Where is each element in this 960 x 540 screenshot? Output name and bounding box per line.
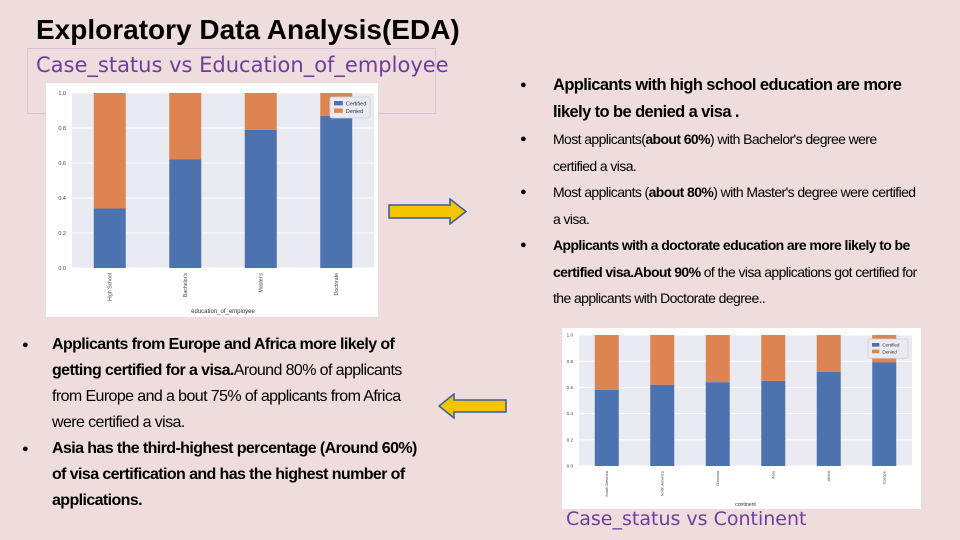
- bar-certified-oceania: [705, 382, 730, 466]
- y-tick-label: 0.6: [58, 161, 66, 167]
- left-arrow-icon: [438, 393, 507, 419]
- legend-label-certified: Certified: [346, 101, 366, 107]
- y-tick-label: 0.6: [567, 385, 574, 390]
- bar-certified-high-school: [93, 208, 126, 268]
- x-tick-label: Oceania: [715, 470, 720, 486]
- bar-denied-north-america: [650, 335, 675, 385]
- x-tick-label: Asia: [771, 470, 776, 479]
- x-tick-label: Doctorate: [334, 273, 340, 296]
- education-chart: 0.0 0.2 0.4 0.6 0.8 1.0 High School Bachelor's M…: [46, 83, 378, 317]
- bar-denied-master-s: [244, 93, 277, 130]
- legend-swatch-certified: [334, 101, 343, 106]
- bar-denied-africa: [816, 335, 841, 372]
- bar-denied-asia: [761, 335, 786, 381]
- bar-certified-africa: [816, 371, 841, 466]
- x-tick-label: Bachelor's: [183, 273, 189, 297]
- education-stacked-bar-chart: 0.0 0.2 0.4 0.6 0.8 1.0 High School Bachelor's M…: [58, 91, 374, 315]
- y-tick-label: 0.0: [58, 266, 66, 272]
- x-tick-label: South America: [604, 470, 609, 497]
- x-axis-label: continent: [735, 502, 756, 508]
- y-tick-label: 0.8: [58, 126, 66, 132]
- legend-swatch-certified: [872, 343, 880, 347]
- y-tick-label: 0.2: [567, 437, 574, 442]
- bar-denied-oceania: [705, 335, 730, 383]
- bar-certified-asia: [761, 380, 786, 466]
- y-tick-label: 0.4: [58, 196, 66, 202]
- bar-denied-south-america: [594, 335, 619, 391]
- continent-note-2: Asia has the third-highest percentage (A…: [22, 436, 427, 514]
- education-note-1: Applicants with high school education ar…: [520, 72, 920, 126]
- legend-swatch-denied: [872, 349, 880, 354]
- education-note-4: Applicants with a doctorate education ar…: [520, 232, 920, 312]
- education-note-3: Most applicants (about 80%) with Master'…: [520, 179, 920, 232]
- x-tick-label: Africa: [826, 470, 831, 481]
- education-note-2: Most applicants(about 60%) with Bachelor…: [520, 126, 920, 179]
- education-notes-list: Applicants with high school education ar…: [520, 72, 920, 312]
- continent-chart: 0.0 0.2 0.4 0.6 0.8 1.0 South America North Ame…: [562, 328, 921, 509]
- y-tick-label: 0.8: [567, 359, 574, 364]
- continent-note-1: Applicants from Europe and Africa more l…: [22, 332, 427, 436]
- bar-certified-south-america: [594, 390, 619, 466]
- legend-label-denied: Denied: [346, 109, 363, 115]
- bar-certified-doctorate: [320, 115, 353, 268]
- plot-area: [579, 335, 912, 466]
- y-tick-label: 1.0: [567, 333, 574, 338]
- right-arrow-icon: [388, 198, 468, 225]
- bar-denied-high-school: [93, 93, 126, 209]
- education-chart-subtitle: Case_status vs Education_of_employee: [36, 53, 449, 77]
- legend-swatch-denied: [334, 108, 343, 113]
- continent-notes-list: Applicants from Europe and Africa more l…: [22, 332, 427, 514]
- y-tick-label: 1.0: [58, 91, 66, 97]
- continent-stacked-bar-chart: 0.0 0.2 0.4 0.6 0.8 1.0 South America North Ame…: [567, 333, 912, 508]
- legend-label-certified: Certified: [882, 343, 900, 348]
- y-tick-label: 0.4: [567, 411, 574, 416]
- x-tick-label: Master's: [259, 273, 265, 293]
- x-axis-label: education_of_employee: [191, 309, 255, 315]
- bar-certified-master-s: [244, 129, 277, 268]
- slide-title: Exploratory Data Analysis(EDA): [36, 14, 460, 45]
- x-tick-label: High School: [108, 273, 114, 301]
- y-tick-label: 0.0: [567, 464, 574, 469]
- bar-certified-north-america: [650, 384, 675, 466]
- bar-certified-bachelor-s: [169, 159, 202, 268]
- x-tick-label: Europe: [882, 470, 887, 484]
- bar-certified-europe: [872, 362, 897, 466]
- y-tick-label: 0.2: [58, 231, 66, 237]
- legend-label-denied: Denied: [882, 349, 897, 354]
- continent-chart-subtitle: Case_status vs Continent: [566, 508, 807, 530]
- x-tick-label: North America: [660, 470, 665, 496]
- bar-denied-bachelor-s: [169, 93, 202, 160]
